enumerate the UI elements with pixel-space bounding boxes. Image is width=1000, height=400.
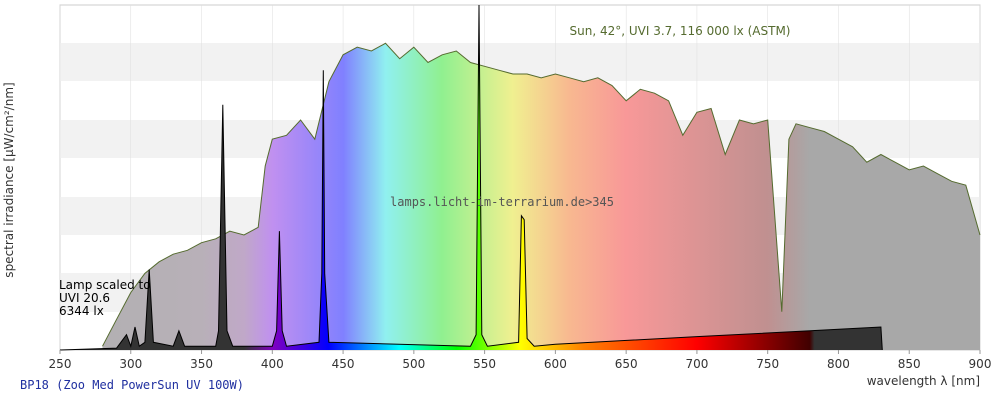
x-tick-label: 800 (827, 357, 850, 371)
x-tick-label: 700 (685, 357, 708, 371)
x-tick-label: 450 (332, 357, 355, 371)
watermark: lamps.licht-im-terrarium.de>345 (390, 195, 614, 209)
annotation: UVI 20.6 (59, 291, 110, 305)
y-axis-label: spectral irradiance [µW/cm²/nm] (2, 82, 16, 277)
x-tick-label: 250 (49, 357, 72, 371)
x-tick-label: 350 (190, 357, 213, 371)
x-tick-label: 400 (261, 357, 284, 371)
series-line (102, 42, 981, 347)
annotation: 6344 lx (59, 304, 104, 318)
x-tick-label: 750 (756, 357, 779, 371)
x-tick-label: 900 (969, 357, 992, 371)
annotation: Lamp scaled to (59, 278, 151, 292)
x-tick-label: 650 (615, 357, 638, 371)
series-line (59, 4, 883, 351)
x-tick-label: 500 (402, 357, 425, 371)
x-axis-label: wavelength λ [nm] (867, 374, 980, 388)
x-tick-label: 600 (544, 357, 567, 371)
sun-label: Sun, 42°, UVI 3.7, 116 000 lx (ASTM) (570, 24, 791, 38)
x-tick-label: 550 (473, 357, 496, 371)
lamp-label: BP18 (Zoo Med PowerSun UV 100W) (20, 378, 244, 392)
x-tick-label: 850 (898, 357, 921, 371)
x-tick-label: 300 (119, 357, 142, 371)
